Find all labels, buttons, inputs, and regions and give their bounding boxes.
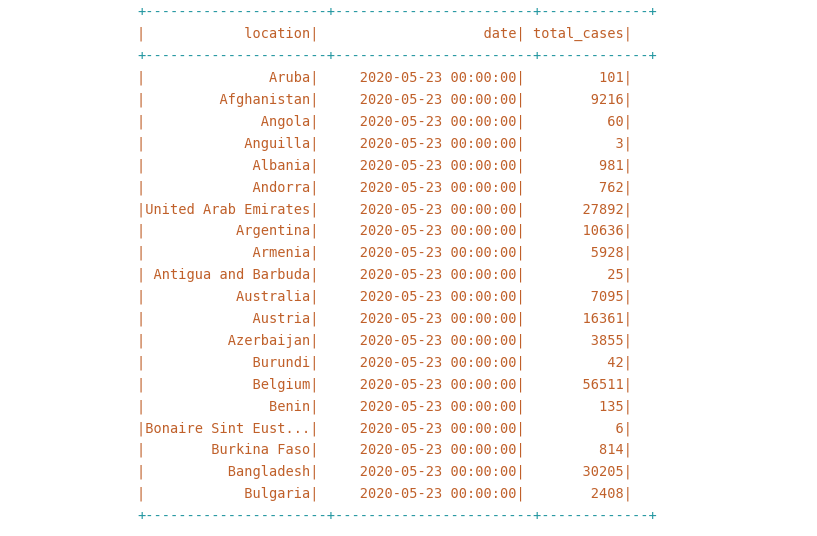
Text: |            location|                    date| total_cases|: | location| date| total_cases|: [137, 27, 632, 41]
Text: |            Bulgaria|     2020-05-23 00:00:00|        2408|: | Bulgaria| 2020-05-23 00:00:00| 2408|: [137, 487, 632, 501]
Text: |United Arab Emirates|     2020-05-23 00:00:00|       27892|: |United Arab Emirates| 2020-05-23 00:00:…: [137, 202, 632, 217]
Text: |              Angola|     2020-05-23 00:00:00|          60|: | Angola| 2020-05-23 00:00:00| 60|: [137, 115, 632, 129]
Text: |             Belgium|     2020-05-23 00:00:00|       56511|: | Belgium| 2020-05-23 00:00:00| 56511|: [137, 377, 632, 392]
Text: | Antigua and Barbuda|     2020-05-23 00:00:00|          25|: | Antigua and Barbuda| 2020-05-23 00:00:…: [137, 268, 632, 282]
Text: |             Burundi|     2020-05-23 00:00:00|          42|: | Burundi| 2020-05-23 00:00:00| 42|: [137, 355, 632, 370]
Text: |             Armenia|     2020-05-23 00:00:00|        5928|: | Armenia| 2020-05-23 00:00:00| 5928|: [137, 246, 632, 260]
Text: |         Afghanistan|     2020-05-23 00:00:00|        9216|: | Afghanistan| 2020-05-23 00:00:00| 9216…: [137, 93, 632, 107]
Text: +----------------------+------------------------+-------------+: +----------------------+----------------…: [137, 49, 657, 63]
Text: |          Azerbaijan|     2020-05-23 00:00:00|        3855|: | Azerbaijan| 2020-05-23 00:00:00| 3855|: [137, 333, 632, 348]
Text: |Bonaire Sint Eust...|     2020-05-23 00:00:00|           6|: |Bonaire Sint Eust...| 2020-05-23 00:00:…: [137, 421, 632, 436]
Text: |             Andorra|     2020-05-23 00:00:00|         762|: | Andorra| 2020-05-23 00:00:00| 762|: [137, 180, 632, 195]
Text: |           Australia|     2020-05-23 00:00:00|        7095|: | Australia| 2020-05-23 00:00:00| 7095|: [137, 289, 632, 304]
Text: |        Burkina Faso|     2020-05-23 00:00:00|         814|: | Burkina Faso| 2020-05-23 00:00:00| 814…: [137, 443, 632, 458]
Text: +----------------------+------------------------+-------------+: +----------------------+----------------…: [137, 5, 657, 19]
Text: |             Albania|     2020-05-23 00:00:00|         981|: | Albania| 2020-05-23 00:00:00| 981|: [137, 158, 632, 173]
Text: |          Bangladesh|     2020-05-23 00:00:00|       30205|: | Bangladesh| 2020-05-23 00:00:00| 30205…: [137, 465, 632, 479]
Text: |             Austria|     2020-05-23 00:00:00|       16361|: | Austria| 2020-05-23 00:00:00| 16361|: [137, 311, 632, 326]
Text: |           Argentina|     2020-05-23 00:00:00|       10636|: | Argentina| 2020-05-23 00:00:00| 10636|: [137, 224, 632, 239]
Text: |               Benin|     2020-05-23 00:00:00|         135|: | Benin| 2020-05-23 00:00:00| 135|: [137, 399, 632, 414]
Text: +----------------------+------------------------+-------------+: +----------------------+----------------…: [137, 509, 657, 523]
Text: |            Anguilla|     2020-05-23 00:00:00|           3|: | Anguilla| 2020-05-23 00:00:00| 3|: [137, 136, 632, 151]
Text: |               Aruba|     2020-05-23 00:00:00|         101|: | Aruba| 2020-05-23 00:00:00| 101|: [137, 71, 632, 85]
